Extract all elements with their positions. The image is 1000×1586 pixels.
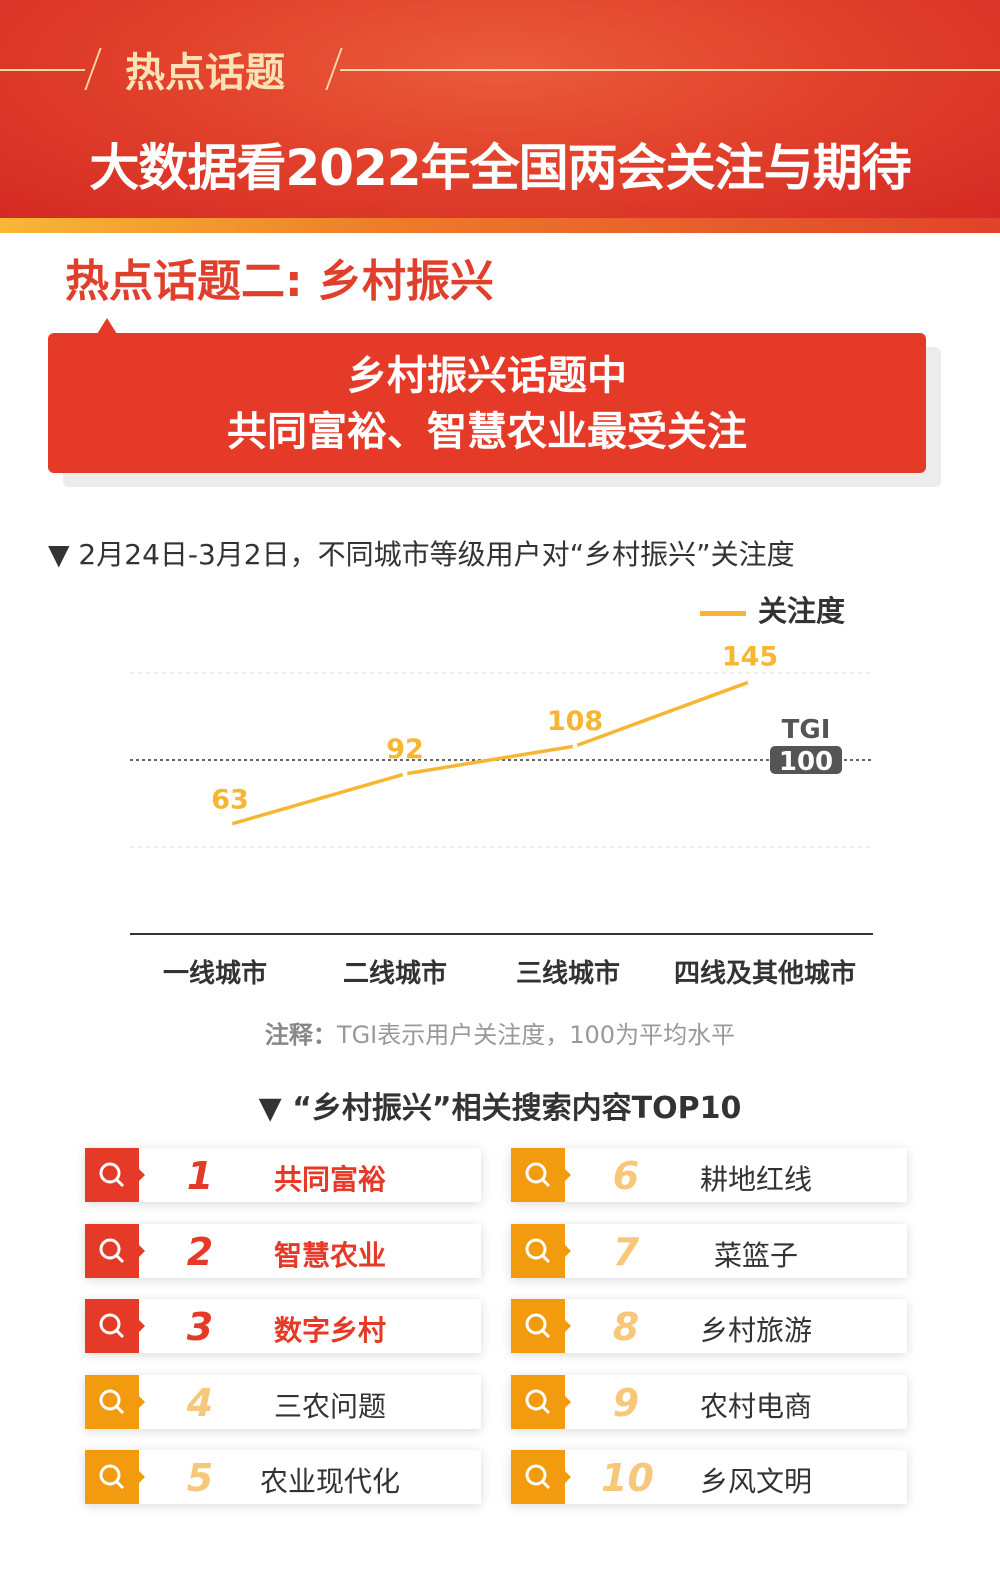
search-item[interactable]: 10 乡风文明	[511, 1450, 907, 1504]
search-item[interactable]: 1 共同富裕	[85, 1148, 481, 1202]
rank-number: 10	[601, 1456, 654, 1500]
search-item[interactable]: 8 乡村旅游	[511, 1299, 907, 1353]
data-point	[402, 771, 408, 777]
page-title: 大数据看2022年全国两会关注与期待	[89, 139, 911, 197]
data-point	[572, 743, 578, 749]
data-label: 92	[386, 734, 424, 765]
legend-label: 关注度	[758, 594, 846, 628]
keyword: 农业现代化	[259, 1465, 400, 1498]
search-icon	[85, 1374, 145, 1429]
x-tick-label: 三线城市	[516, 958, 620, 989]
data-point	[227, 821, 233, 827]
chart-title: ▼ 2月24日-3月2日，不同城市等级用户对“乡村振兴”关注度	[48, 538, 795, 571]
divider	[340, 69, 1000, 71]
section-title: 热点话题二: 乡村振兴	[65, 256, 494, 307]
rank-number: 1	[186, 1154, 214, 1198]
x-tick-label: 一线城市	[163, 958, 267, 989]
search-item[interactable]: 5 农业现代化	[85, 1450, 481, 1504]
keyword: 乡村旅游	[699, 1314, 812, 1347]
callout-box: 乡村振兴话题中 共同富裕、智慧农业最受关注	[48, 333, 926, 473]
gradient-band	[0, 218, 1000, 233]
chart-note: 注释：TGI表示用户关注度，100为平均水平	[0, 1015, 1000, 1050]
search-item[interactable]: 7 菜篮子	[511, 1223, 907, 1278]
search-item[interactable]: 6 耕地红线	[511, 1148, 907, 1202]
note-text: TGI表示用户关注度，100为平均水平	[336, 1021, 736, 1049]
note-label: 注释：	[264, 1021, 337, 1049]
keyword: 数字乡村	[273, 1314, 386, 1347]
callout-line: 乡村振兴话题中	[347, 353, 627, 399]
tgi-badge	[770, 746, 842, 774]
rank-number: 5	[186, 1456, 214, 1500]
search-icon	[511, 1374, 571, 1429]
rank-number: 2	[186, 1229, 214, 1274]
rank-number: 8	[612, 1305, 640, 1349]
keyword: 三农问题	[273, 1389, 386, 1423]
data-label: 145	[722, 642, 778, 673]
chart-legend: 关注度	[700, 588, 845, 630]
series-line	[229, 680, 751, 827]
rank-number: 9	[612, 1380, 640, 1425]
search-item[interactable]: 3 数字乡村	[85, 1299, 481, 1353]
header-banner	[0, 0, 1000, 218]
search-icon	[511, 1148, 571, 1202]
rank-number: 4	[186, 1380, 214, 1425]
rank-number: 3	[186, 1305, 214, 1349]
search-icon	[85, 1450, 145, 1504]
keyword: 农村电商	[699, 1389, 812, 1423]
search-item[interactable]: 9 农村电商	[511, 1374, 907, 1429]
keyword: 共同富裕	[273, 1163, 386, 1196]
tgi-label: TGI	[782, 715, 831, 745]
data-point	[747, 679, 753, 685]
data-label: 63	[211, 784, 249, 815]
search-icon	[85, 1299, 145, 1353]
tgi-value: 100	[779, 747, 833, 777]
callout-pointer	[97, 318, 117, 334]
search-icon	[85, 1223, 145, 1278]
search-icon	[511, 1223, 571, 1278]
search-icon	[511, 1450, 571, 1504]
rank-number: 7	[612, 1229, 640, 1274]
keyword: 乡风文明	[699, 1465, 812, 1498]
search-icon	[511, 1299, 571, 1353]
search-icon	[85, 1148, 145, 1202]
legend-swatch	[700, 610, 746, 616]
search-item[interactable]: 2 智慧农业	[85, 1223, 481, 1278]
header-tag: 热点话题	[125, 50, 285, 96]
rank-number: 6	[612, 1154, 640, 1198]
search-item[interactable]: 4 三农问题	[85, 1374, 481, 1429]
data-label: 108	[547, 706, 603, 737]
divider	[0, 69, 85, 71]
keyword: 耕地红线	[699, 1163, 812, 1196]
x-tick-label: 四线及其他城市	[674, 958, 856, 989]
keyword: 智慧农业	[273, 1238, 386, 1272]
callout-line: 共同富裕、智慧农业最受关注	[227, 409, 747, 455]
top10-title: ▼ “乡村振兴”相关搜索内容TOP10	[258, 1091, 742, 1126]
keyword: 菜篮子	[713, 1238, 798, 1272]
x-tick-label: 二线城市	[343, 958, 447, 989]
